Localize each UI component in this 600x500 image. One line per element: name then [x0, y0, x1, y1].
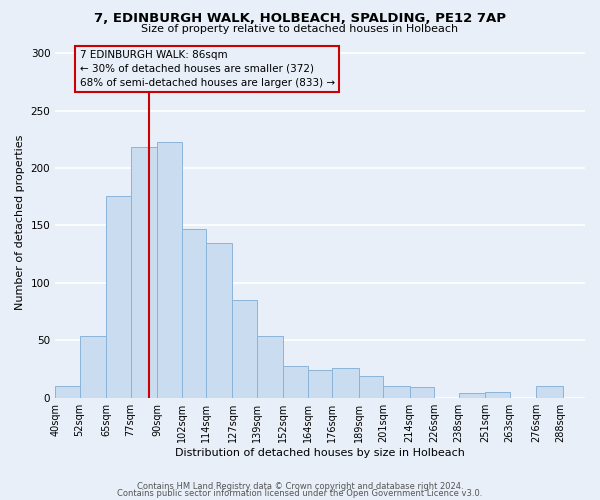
Y-axis label: Number of detached properties: Number of detached properties — [15, 135, 25, 310]
Text: Contains public sector information licensed under the Open Government Licence v3: Contains public sector information licen… — [118, 490, 482, 498]
Bar — [332, 368, 359, 398]
Bar — [55, 386, 80, 398]
Bar — [308, 370, 332, 398]
Text: Contains HM Land Registry data © Crown copyright and database right 2024.: Contains HM Land Registry data © Crown c… — [137, 482, 463, 491]
Bar — [232, 300, 257, 398]
Bar — [157, 142, 182, 398]
Bar — [359, 376, 383, 398]
Bar — [131, 148, 157, 398]
Bar — [383, 386, 410, 398]
Bar — [410, 388, 434, 398]
Text: 7, EDINBURGH WALK, HOLBEACH, SPALDING, PE12 7AP: 7, EDINBURGH WALK, HOLBEACH, SPALDING, P… — [94, 12, 506, 26]
Bar — [257, 336, 283, 398]
Bar — [206, 242, 232, 398]
Bar — [485, 392, 509, 398]
Bar — [283, 366, 308, 398]
Bar — [106, 196, 131, 398]
Text: Size of property relative to detached houses in Holbeach: Size of property relative to detached ho… — [142, 24, 458, 34]
X-axis label: Distribution of detached houses by size in Holbeach: Distribution of detached houses by size … — [175, 448, 465, 458]
Bar — [458, 393, 485, 398]
Bar — [536, 386, 563, 398]
Bar — [182, 229, 206, 398]
Bar — [80, 336, 106, 398]
Text: 7 EDINBURGH WALK: 86sqm
← 30% of detached houses are smaller (372)
68% of semi-d: 7 EDINBURGH WALK: 86sqm ← 30% of detache… — [80, 50, 335, 88]
